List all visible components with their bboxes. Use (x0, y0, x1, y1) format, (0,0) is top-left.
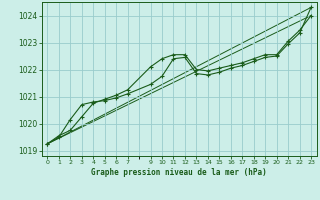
X-axis label: Graphe pression niveau de la mer (hPa): Graphe pression niveau de la mer (hPa) (91, 168, 267, 177)
